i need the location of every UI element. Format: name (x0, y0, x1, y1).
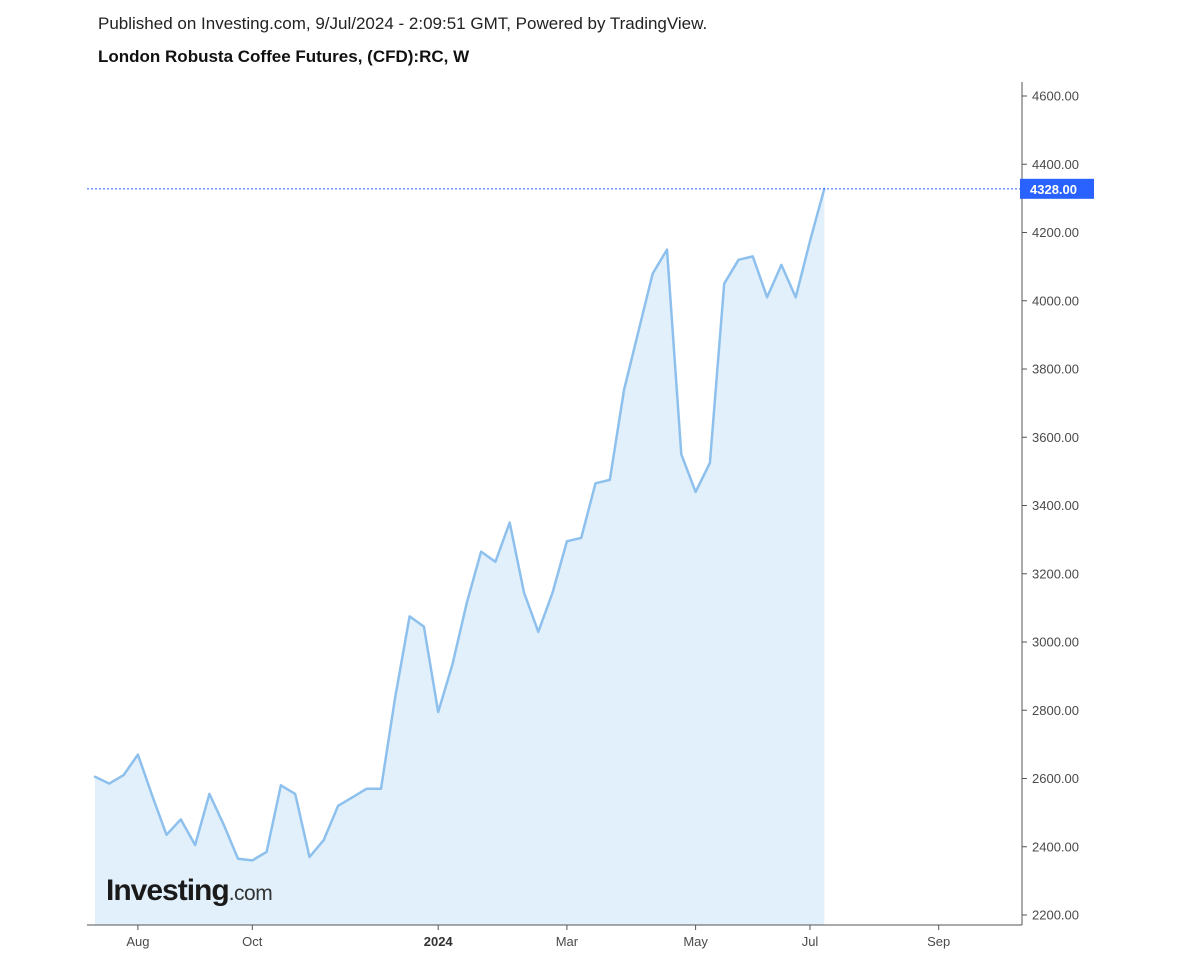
x-tick-label: 2024 (424, 934, 454, 949)
last-price-label: 4328.00 (1030, 182, 1077, 197)
x-tick-label: Jul (802, 934, 819, 949)
x-tick-label: Oct (242, 934, 263, 949)
x-tick-label: Sep (927, 934, 950, 949)
last-price-badge (1020, 178, 1094, 199)
y-tick-label: 4200.00 (1032, 225, 1079, 240)
axes-layer (87, 82, 1023, 926)
y-tick-label: 3400.00 (1032, 498, 1079, 513)
ticks-layer: 4600.00 4400.00 4200.00 4000.00 3800.00 3600.… (126, 89, 1079, 950)
y-tick-label: 3200.00 (1032, 566, 1079, 581)
price-line (93, 187, 826, 862)
price-layer: 4328.00 (87, 178, 1094, 199)
logo-main-text: Investing (106, 874, 230, 907)
x-tick-label: Aug (126, 934, 149, 949)
y-tick-label: 4400.00 (1032, 157, 1079, 172)
logo-suffix-text: .com (228, 882, 273, 905)
y-tick-label: 3000.00 (1032, 635, 1079, 650)
y-tick-label: 2800.00 (1032, 703, 1079, 718)
y-tick-label: 4600.00 (1032, 89, 1079, 104)
area-layer (93, 187, 826, 926)
chart-title: London Robusta Coffee Futures, (CFD):RC,… (98, 47, 470, 66)
y-tick-label: 3800.00 (1032, 362, 1079, 377)
investing-logo: Investing.com (106, 874, 273, 908)
area-fill (95, 188, 825, 926)
x-tick-label: Mar (556, 934, 579, 949)
y-tick-label: 4000.00 (1032, 293, 1079, 308)
y-tick-label: 2400.00 (1032, 839, 1079, 854)
y-tick-label: 2600.00 (1032, 771, 1079, 786)
y-tick-label: 3600.00 (1032, 430, 1079, 445)
y-tick-label: 2200.00 (1032, 908, 1079, 923)
x-tick-label: May (683, 934, 708, 949)
published-caption: Published on Investing.com, 9/Jul/2024 -… (98, 14, 708, 33)
